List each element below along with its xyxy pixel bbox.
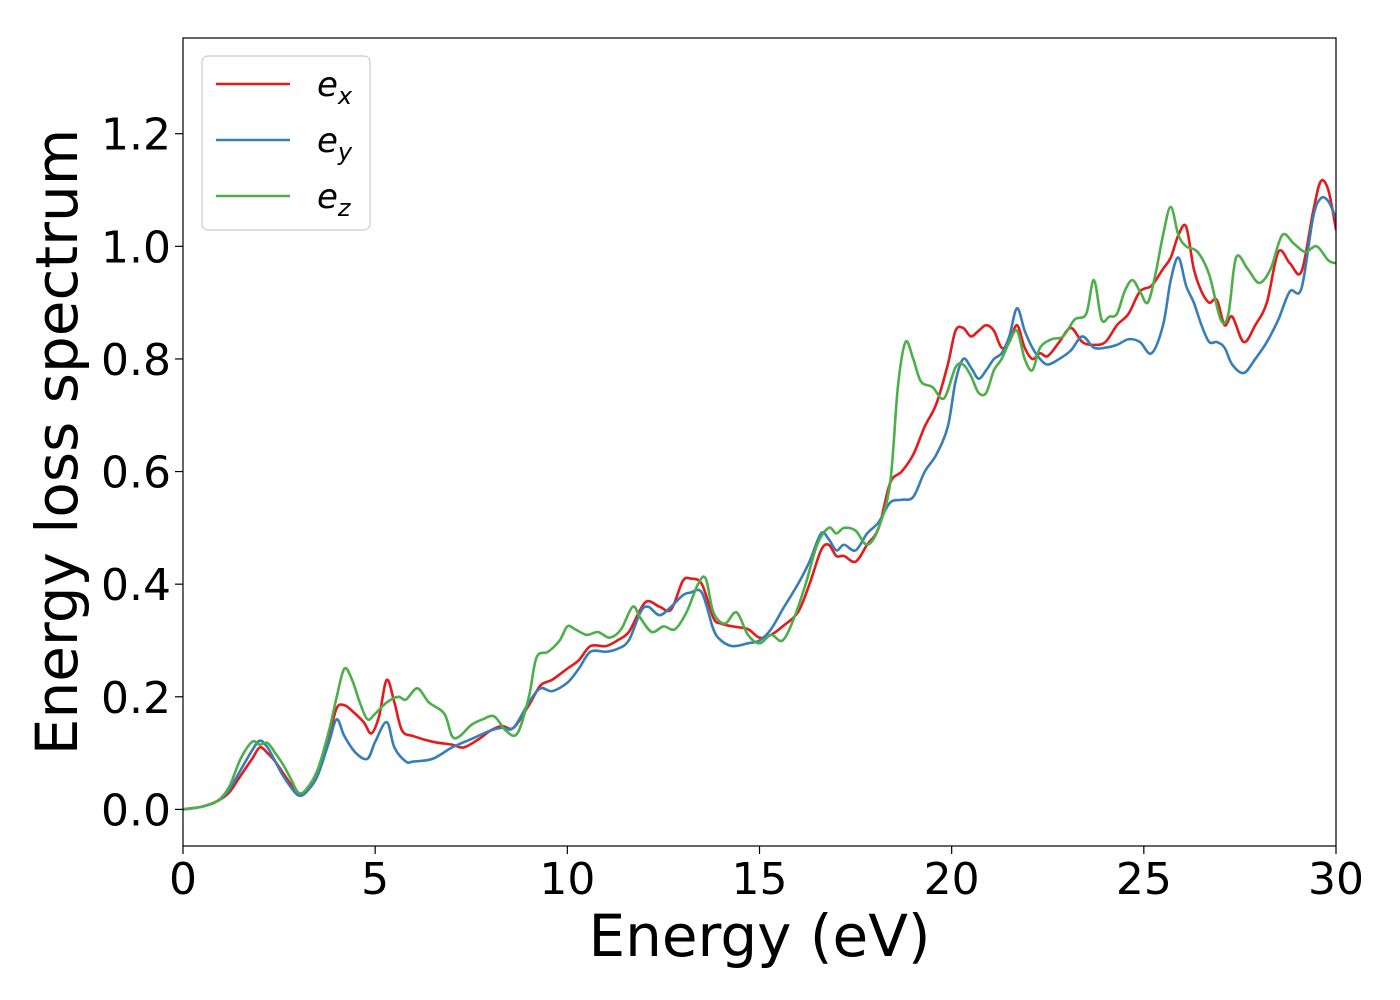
- y-tick-label: 0.6: [101, 448, 171, 499]
- y-axis: 0.0 0.2 0.4 0.6 0.8 1.0 1.2: [101, 110, 183, 836]
- y-tick-label: 0.0: [101, 785, 171, 836]
- y-tick-label: 1.2: [101, 110, 171, 161]
- y-tick-label: 0.4: [101, 560, 171, 611]
- x-axis: 0 5 10 15 20 25 30: [169, 846, 1364, 905]
- x-tick-label: 25: [1116, 854, 1172, 905]
- y-tick-label: 1.0: [101, 222, 171, 273]
- legend-label-y: ey: [317, 121, 353, 166]
- series-line-x: [183, 178, 1336, 811]
- x-tick-label: 20: [924, 854, 980, 905]
- legend-label-base: e: [317, 177, 338, 217]
- legend-label-subscript: y: [337, 138, 353, 166]
- x-tick-label: 0: [169, 854, 197, 905]
- y-tick-label: 0.2: [101, 673, 171, 724]
- legend-box: [201, 55, 371, 231]
- series-line-z: [183, 205, 1336, 811]
- series-layer: [183, 178, 1336, 811]
- legend-label-x: ex: [317, 65, 353, 110]
- x-tick-label: 10: [539, 854, 595, 905]
- y-axis-title: Energy loss spectrum: [23, 129, 91, 755]
- legend-label-base: e: [317, 121, 338, 161]
- y-tick-label: 0.8: [101, 335, 171, 386]
- x-tick-label: 15: [732, 854, 788, 905]
- legend-label-subscript: x: [337, 82, 353, 110]
- legend-label-z: ez: [317, 177, 352, 222]
- legend-label-base: e: [317, 65, 338, 105]
- x-tick-label: 30: [1308, 854, 1364, 905]
- legend-label-subscript: z: [337, 194, 352, 222]
- x-axis-title: Energy (eV): [588, 902, 930, 970]
- x-tick-label: 5: [361, 854, 389, 905]
